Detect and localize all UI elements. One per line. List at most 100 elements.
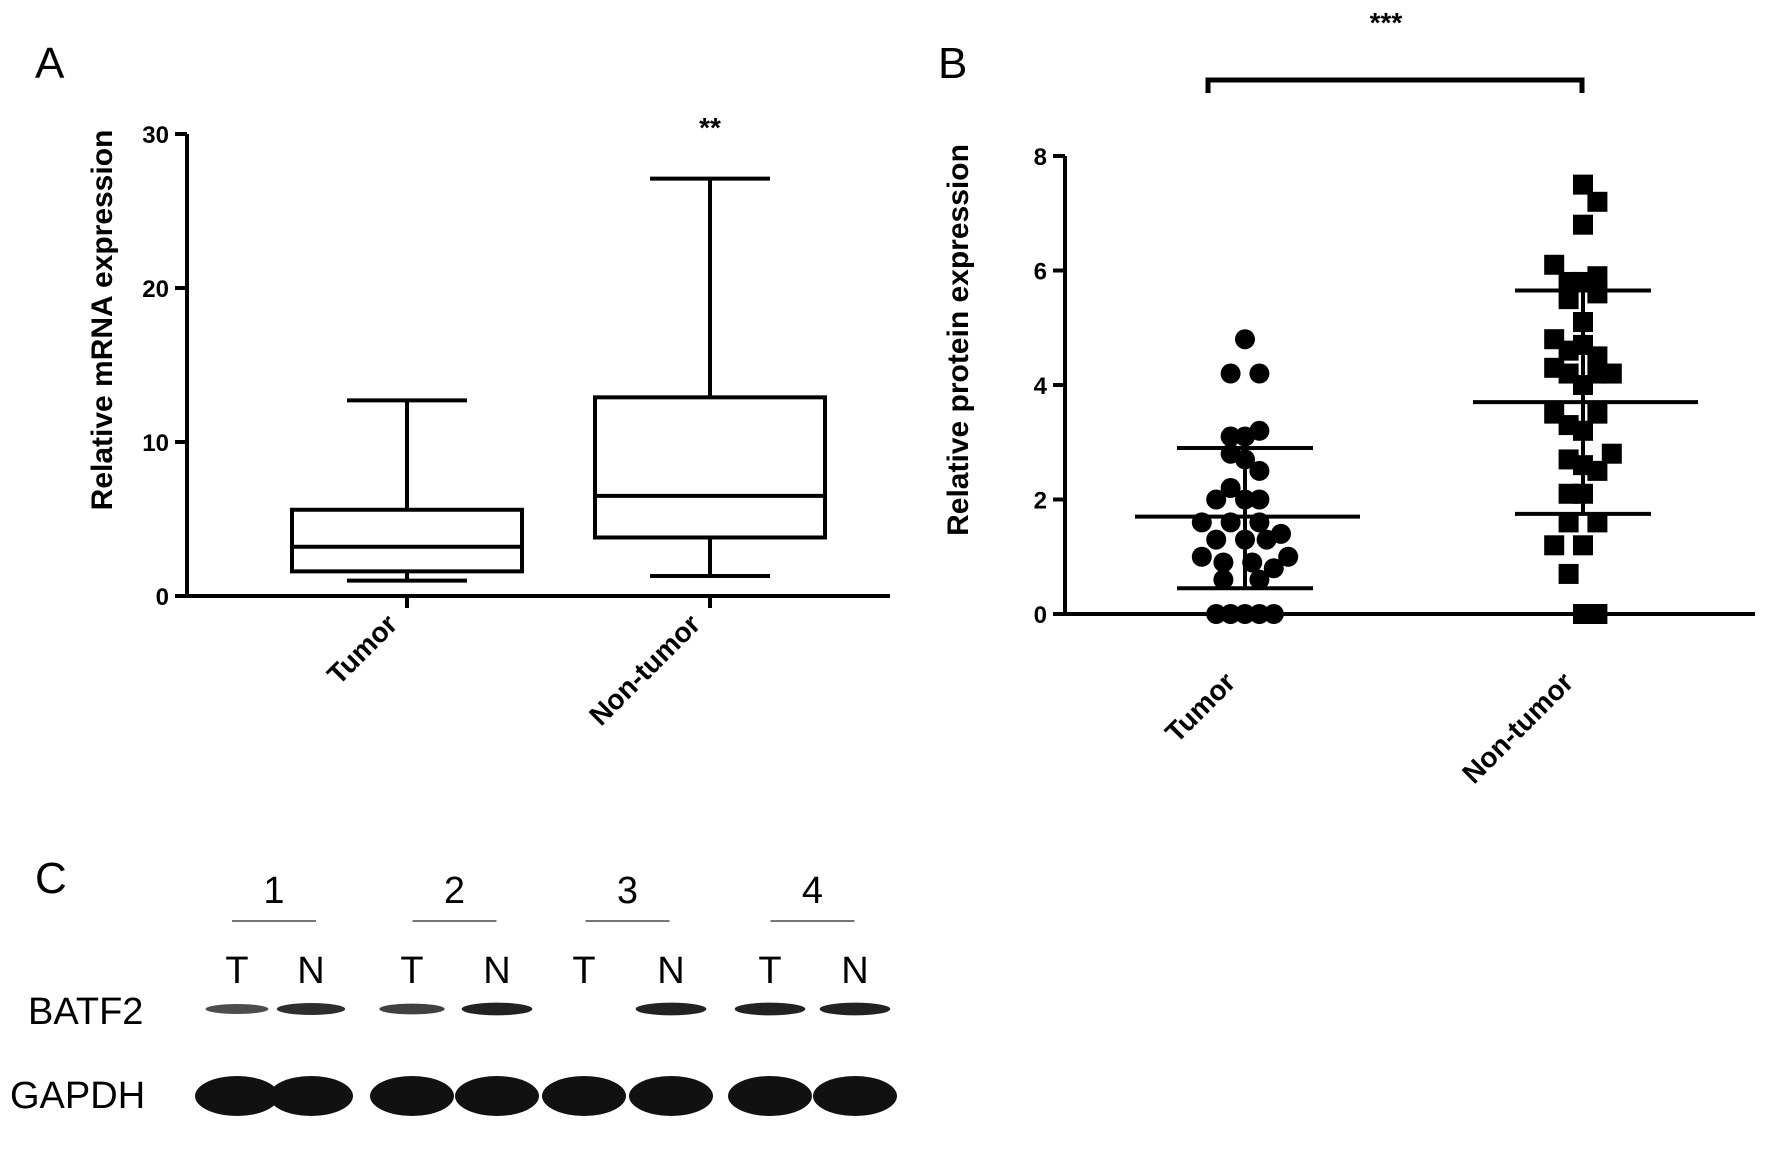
pair-label-3: 3 [617,870,638,912]
panel-b-significance: *** [1370,7,1403,38]
panel-b-point-tumor [1249,604,1270,624]
panel-b-point-tumor [1263,558,1284,579]
panel-b-point-non-tumor [1587,460,1608,481]
lane-label-6-n: N [657,950,684,992]
panel-a-box-non-tumor [593,176,827,578]
lane-label-3-t: T [400,950,423,992]
panel-b-significance-bracket [1205,77,1585,93]
panel-a-y-tick-label-0: 0 [156,584,169,611]
panel-b-point-tumor [1256,529,1277,550]
lane-label-1-t: T [225,950,248,992]
panel-a-y-tick-label-30: 30 [142,122,169,149]
panel-b-point-tumor [1191,546,1212,567]
band-gapdh-lane-3 [370,1076,454,1116]
panel-b-point-tumor [1249,460,1270,481]
blot-row-label-gapdh: GAPDH [10,1075,145,1117]
panel-b-y-tick-label-2: 2 [1034,488,1047,515]
panel-b-point-tumor [1206,604,1227,624]
panel-b-scatter-plot: B Relative protein expression 0 2 4 6 8 Tumo… [938,7,1755,789]
panel-b-y-tick-label-4: 4 [1034,373,1048,400]
band-batf2-lane-2 [276,1003,346,1015]
panel-b-point-tumor [1220,426,1241,447]
panel-a-y-axis-label: Relative mRNA expression [86,130,119,511]
panel-b-point-tumor [1249,489,1270,510]
band-batf2-lane-6 [635,1002,707,1016]
band-batf2-lane-8 [819,1002,891,1016]
panel-b-point-non-tumor [1601,363,1622,384]
panel-b-point-tumor [1206,529,1227,550]
panel-a-boxes [290,176,827,583]
panel-b-point-non-tumor [1601,443,1622,464]
panel-b-point-tumor [1220,363,1241,384]
panel-b-point-tumor [1235,426,1255,447]
panel-b-point-non-tumor [1587,403,1608,424]
panel-a-significance: ** [699,112,721,143]
panel-b-y-axis-label: Relative protein expression [942,144,975,536]
panel-a-box-tumor [290,398,524,583]
panel-b-point-non-tumor [1573,535,1593,556]
panel-b-point-tumor [1249,363,1270,384]
band-batf2-lane-3 [379,1003,445,1015]
band-gapdh-lane-1 [195,1076,279,1116]
panel-b-y-tick-label-6: 6 [1034,259,1047,286]
pair-label-2: 2 [444,870,465,912]
panel-c-pair-labels: 1 2 3 4 [232,870,855,922]
panel-a-axes [185,134,890,608]
panel-b-point-tumor [1249,569,1270,590]
pair-label-4: 4 [802,870,823,912]
panel-b-mean-sd-bars [1135,288,1698,591]
band-batf2-lane-1 [205,1004,269,1014]
panel-b-point-non-tumor [1558,512,1579,533]
panel-b-point-non-tumor [1544,254,1565,275]
panel-a-y-tick-label-10: 10 [142,430,169,457]
panel-b-point-non-tumor [1573,214,1593,235]
pair-label-1: 1 [263,870,284,912]
panel-b-point-non-tumor [1587,604,1608,624]
panel-b-point-non-tumor [1573,174,1593,195]
panel-b-letter: B [938,39,967,88]
band-gapdh-lane-4 [455,1076,539,1116]
panel-a-y-tick-label-20: 20 [142,276,169,303]
panel-b-point-tumor [1213,569,1234,590]
band-batf2-lane-4 [461,1002,533,1016]
panel-a-y-ticks: 0 10 20 30 [142,122,187,611]
lane-label-5-t: T [572,950,595,992]
panel-b-point-non-tumor [1558,563,1579,584]
panel-c-letter: C [35,854,67,903]
panel-b-category-non-tumor: Non-tumor [1456,666,1579,789]
panel-b-point-non-tumor [1587,512,1608,533]
panel-b-y-tick-label-8: 8 [1034,144,1047,171]
band-gapdh-lane-7 [728,1076,812,1116]
band-batf2-lane-7 [734,1002,806,1016]
panel-b-point-tumor [1263,604,1284,624]
lane-label-7-t: T [758,950,781,992]
panel-b-point-tumor [1220,604,1241,624]
band-gapdh-lane-8 [813,1076,897,1116]
lane-label-4-n: N [483,950,510,992]
panel-b-y-tick-label-0: 0 [1034,602,1047,629]
blot-row-label-batf2: BATF2 [28,991,143,1033]
panel-b-point-tumor [1278,546,1299,567]
panel-b-point-non-tumor [1558,289,1579,310]
panel-a-box-tumor-iqr-rect [290,507,524,574]
panel-c-western-blot: C 1 2 3 4 T N T N T N T N BATF2 GAPDH [10,854,897,1117]
panel-b-axes [1063,156,1755,616]
panel-c-bands [195,1002,897,1116]
panel-b-point-non-tumor [1587,283,1608,304]
panel-b-points [1191,174,1622,624]
panel-b-point-tumor [1220,478,1241,499]
panel-b-point-non-tumor [1544,535,1565,556]
panel-b-point-tumor [1213,552,1234,573]
panel-a-category-non-tumor: Non-tumor [583,608,706,731]
panel-b-point-non-tumor [1587,346,1608,367]
panel-a-box-plot: A Relative mRNA expression 0 10 20 30 Tumor… [35,39,890,731]
band-gapdh-lane-2 [269,1076,353,1116]
panel-b-point-tumor [1242,552,1263,573]
band-gapdh-lane-6 [629,1076,713,1116]
band-gapdh-lane-5 [542,1076,626,1116]
panel-b-category-tumor: Tumor [1159,666,1241,748]
lane-label-2-n: N [297,950,324,992]
panel-b-bracket-line [1205,77,1585,93]
